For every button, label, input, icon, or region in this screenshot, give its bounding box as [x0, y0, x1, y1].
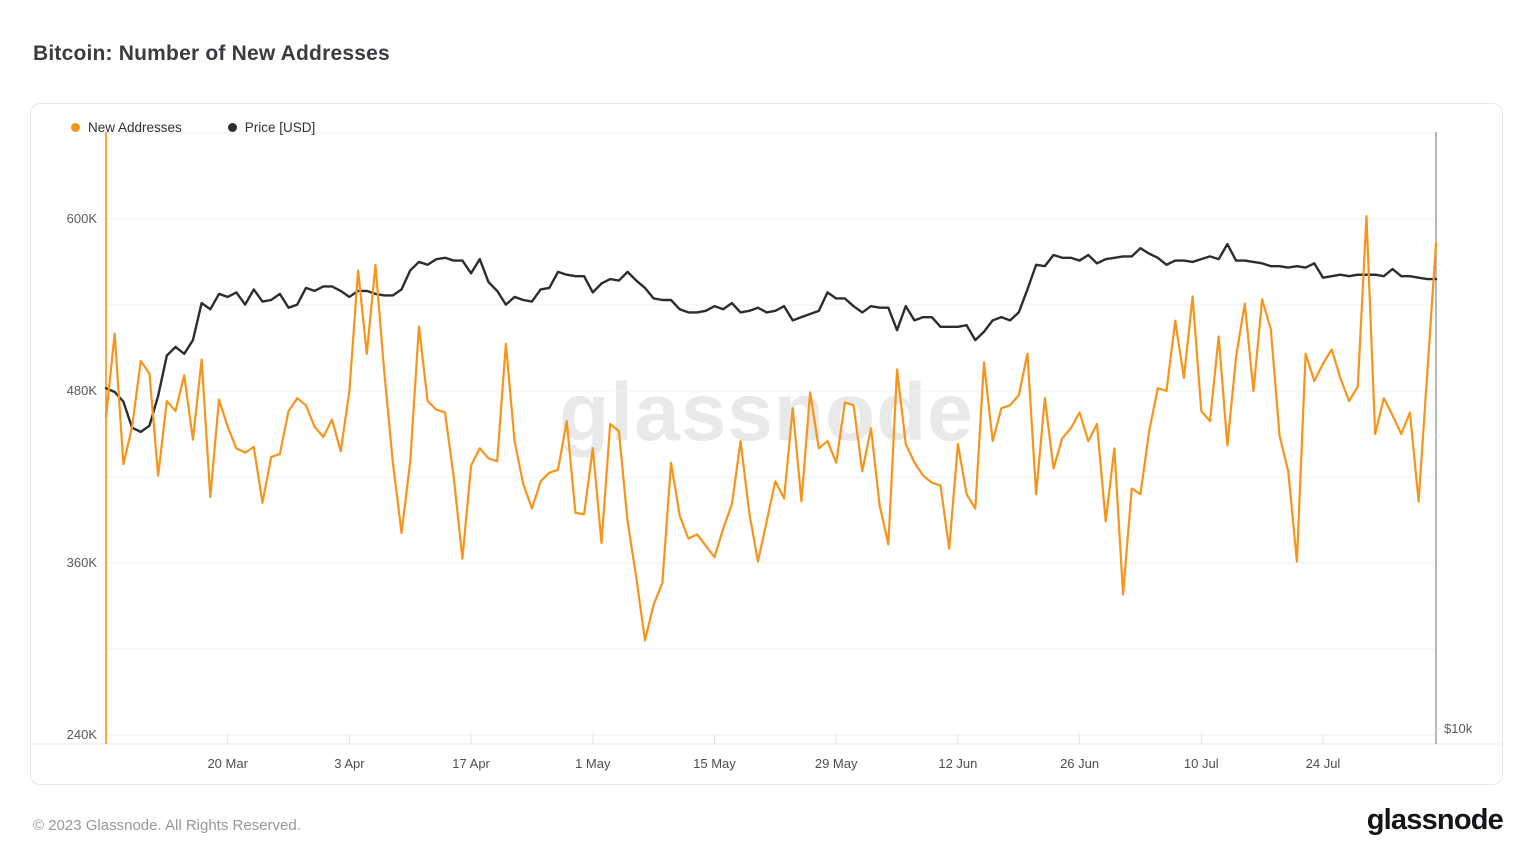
x-axis-label: 26 Jun: [1060, 756, 1100, 771]
chart-plot-area[interactable]: [31, 104, 1504, 786]
y-axis-label: 240K: [66, 727, 97, 742]
x-axis-label: 24 Jul: [1305, 756, 1341, 771]
x-axis-label: 3 Apr: [334, 756, 365, 771]
price-line: [104, 242, 1438, 434]
legend-item-new-addresses[interactable]: New Addresses: [71, 120, 182, 135]
legend-label-price: Price [USD]: [244, 120, 316, 135]
price-dot-icon: [227, 123, 237, 132]
x-axis-label: 29 May: [814, 756, 858, 771]
chart-card: glassnode New Addresses Price [USD] 600K…: [30, 103, 1503, 785]
glassnode-watermark: glassnode: [559, 367, 974, 458]
legend-label-new-addresses: New Addresses: [88, 120, 182, 135]
new-addresses-dot-icon: [71, 123, 80, 132]
copyright-text: © 2023 Glassnode. All Rights Reserved.: [33, 817, 301, 834]
chart-legend: New Addresses Price [USD]: [71, 120, 315, 135]
legend-item-price[interactable]: Price [USD]: [227, 120, 316, 135]
x-axis-label: 20 Mar: [207, 756, 248, 771]
x-axis-label: 10 Jul: [1183, 756, 1219, 771]
x-axis-label: 15 May: [693, 756, 736, 771]
glassnode-logo: glassnode: [1366, 804, 1504, 836]
right-axis-price-label: $10k: [1444, 721, 1473, 736]
x-axis-label: 17 Apr: [452, 756, 490, 771]
x-axis-label: 12 Jun: [938, 756, 978, 771]
y-axis-label: 360K: [66, 555, 97, 570]
y-axis-label: 480K: [66, 383, 97, 398]
y-axis-label: 600K: [66, 211, 97, 226]
page-title: Bitcoin: Number of New Addresses: [33, 42, 390, 65]
x-axis-label: 1 May: [575, 756, 611, 771]
new-addresses-line: [104, 215, 1438, 642]
